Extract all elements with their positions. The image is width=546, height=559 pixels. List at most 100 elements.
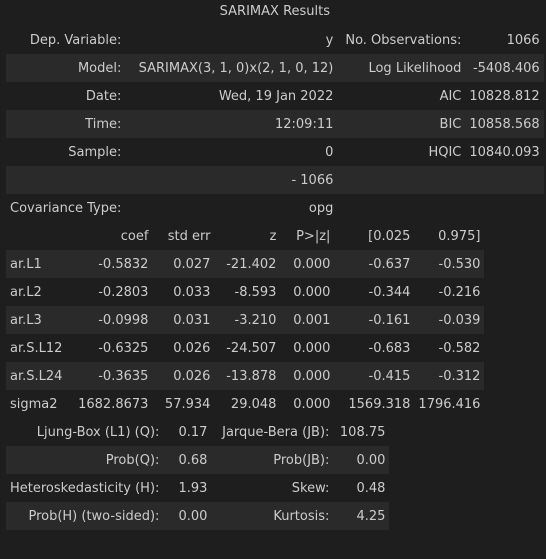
diagnostic-label: Skew: bbox=[291, 480, 330, 496]
diagnostics-row: Heteroskedasticity (H): 1.93 Skew: 0.48 bbox=[6, 474, 389, 502]
column-header: 0.975] bbox=[438, 228, 481, 244]
summary-table: SARIMAX Results Dep. Variable: y No. Obs… bbox=[6, 0, 544, 222]
summary-label: Date: bbox=[85, 88, 122, 104]
cell: 0.001 bbox=[293, 312, 331, 328]
summary-value: Wed, 19 Jan 2022 bbox=[218, 88, 334, 104]
diagnostic-label: Prob(H) (two-sided): bbox=[28, 508, 160, 524]
cell: -0.0998 bbox=[98, 312, 149, 328]
diagnostic-label: Prob(JB): bbox=[273, 452, 330, 468]
cell: -0.312 bbox=[438, 368, 481, 384]
cell: -24.507 bbox=[226, 340, 277, 356]
diagnostics-row: Prob(H) (two-sided): 0.00 Kurtosis: 4.25 bbox=[6, 502, 390, 530]
column-header: [0.025 bbox=[368, 228, 411, 244]
cell: -0.637 bbox=[368, 256, 411, 272]
table-row: ar.S.L12 -0.6325 0.026 -24.507 0.000 -0.… bbox=[6, 334, 484, 362]
cell: 1569.318 bbox=[348, 396, 411, 412]
summary-value: 1066 bbox=[506, 32, 540, 48]
cell: -0.6325 bbox=[98, 340, 149, 356]
diagnostic-value: 0.48 bbox=[356, 480, 386, 496]
cell: -0.530 bbox=[438, 256, 481, 272]
summary-row: Covariance Type: opg bbox=[6, 194, 544, 222]
cell: -0.582 bbox=[438, 340, 481, 356]
summary-value: - 1066 bbox=[291, 172, 334, 188]
column-header: std err bbox=[167, 228, 211, 244]
summary-value: 10828.812 bbox=[469, 88, 540, 104]
diagnostics-table: Ljung-Box (L1) (Q): 0.17 Jarque-Bera (JB… bbox=[6, 418, 390, 530]
column-header bbox=[6, 222, 66, 250]
cell: 0.033 bbox=[173, 284, 211, 300]
table-row: sigma2 1682.8673 57.934 29.048 0.000 156… bbox=[6, 390, 484, 418]
diagnostics-row: Prob(Q): 0.68 Prob(JB): 0.00 bbox=[6, 446, 390, 474]
diagnostic-label: Jarque-Bera (JB): bbox=[222, 424, 330, 440]
cell: 29.048 bbox=[230, 396, 277, 412]
summary-label: Sample: bbox=[68, 144, 122, 160]
cell: -3.210 bbox=[234, 312, 277, 328]
diagnostic-label: Kurtosis: bbox=[273, 508, 330, 524]
cell: 0.031 bbox=[173, 312, 211, 328]
cell: 0.026 bbox=[173, 368, 211, 384]
cell: 0.026 bbox=[173, 340, 211, 356]
summary-value: -5408.406 bbox=[472, 60, 540, 76]
table-row: ar.L2 -0.2803 0.033 -8.593 0.000 -0.344 … bbox=[6, 278, 484, 306]
cell: 0.000 bbox=[293, 340, 331, 356]
summary-value: 10840.093 bbox=[469, 144, 540, 160]
cell: -0.3635 bbox=[98, 368, 149, 384]
param-name: ar.L2 bbox=[10, 284, 42, 300]
cell: -0.344 bbox=[368, 284, 411, 300]
cell: -0.415 bbox=[368, 368, 411, 384]
summary-row: - 1066 bbox=[6, 166, 544, 194]
cell: -0.5832 bbox=[98, 256, 149, 272]
cell: -0.216 bbox=[438, 284, 481, 300]
cell: 0.000 bbox=[293, 368, 331, 384]
cell: 57.934 bbox=[164, 396, 211, 412]
cell: -8.593 bbox=[234, 284, 277, 300]
diagnostic-label: Ljung-Box (L1) (Q): bbox=[36, 424, 160, 440]
summary-row: Time: 12:09:11 BIC 10858.568 bbox=[6, 110, 544, 138]
summary-label: Model: bbox=[77, 60, 122, 76]
cell: -21.402 bbox=[226, 256, 277, 272]
cell: -0.039 bbox=[438, 312, 481, 328]
table-caption: SARIMAX Results bbox=[219, 4, 331, 19]
diagnostic-value: 1.93 bbox=[178, 480, 208, 496]
summary-value: 0 bbox=[325, 144, 334, 160]
cell: 0.000 bbox=[293, 396, 331, 412]
summary-label: Time: bbox=[85, 116, 122, 132]
diagnostic-value: 108.75 bbox=[339, 424, 386, 440]
summary-empty-cell bbox=[337, 194, 465, 222]
summary-row: Model: SARIMAX(3, 1, 0)x(2, 1, 0, 12) Lo… bbox=[6, 54, 544, 82]
summary-label bbox=[6, 166, 125, 194]
diagnostic-value: 0.00 bbox=[356, 452, 386, 468]
summary-empty-cell bbox=[465, 166, 543, 194]
diagnostic-label: Heteroskedasticity (H): bbox=[10, 480, 160, 496]
table-row: ar.L3 -0.0998 0.031 -3.210 0.001 -0.161 … bbox=[6, 306, 485, 334]
cell: -13.878 bbox=[226, 368, 277, 384]
cell: 0.000 bbox=[293, 256, 331, 272]
param-name: sigma2 bbox=[10, 396, 58, 412]
summary-label: BIC bbox=[439, 116, 462, 132]
summary-row: Sample: 0 HQIC 10840.093 bbox=[6, 138, 544, 166]
diagnostic-value: 4.25 bbox=[356, 508, 386, 524]
cell: 1682.8673 bbox=[78, 396, 149, 412]
summary-value: SARIMAX(3, 1, 0)x(2, 1, 0, 12) bbox=[138, 60, 334, 76]
diagnostics-row: Ljung-Box (L1) (Q): 0.17 Jarque-Bera (JB… bbox=[6, 418, 389, 446]
summary-label: AIC bbox=[439, 88, 462, 104]
param-name: ar.S.L12 bbox=[10, 340, 63, 356]
param-name: ar.L1 bbox=[10, 256, 42, 272]
diagnostic-value: 0.00 bbox=[178, 508, 208, 524]
summary-empty-cell bbox=[465, 194, 543, 222]
diagnostic-value: 0.68 bbox=[178, 452, 208, 468]
column-header: coef bbox=[120, 228, 149, 244]
table-row: ar.L1 -0.5832 0.027 -21.402 0.000 -0.637… bbox=[6, 250, 485, 278]
summary-value: opg bbox=[308, 200, 334, 216]
diagnostic-label: Prob(Q): bbox=[105, 452, 160, 468]
summary-empty-cell bbox=[337, 166, 465, 194]
cell: 0.027 bbox=[173, 256, 211, 272]
summary-label: Dep. Variable: bbox=[29, 32, 122, 48]
summary-value: 12:09:11 bbox=[274, 116, 334, 132]
param-name: ar.S.L24 bbox=[10, 368, 63, 384]
cell: -0.161 bbox=[368, 312, 411, 328]
table-row: ar.S.L24 -0.3635 0.026 -13.878 0.000 -0.… bbox=[6, 362, 485, 390]
summary-value: y bbox=[325, 32, 334, 48]
column-header: z bbox=[269, 228, 277, 244]
cell: -0.683 bbox=[368, 340, 411, 356]
